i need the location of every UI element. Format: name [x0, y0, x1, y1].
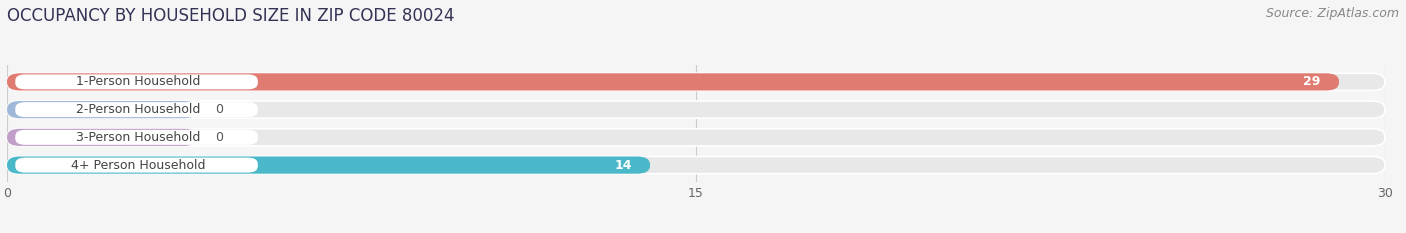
FancyBboxPatch shape — [7, 73, 1339, 90]
Text: 0: 0 — [215, 131, 224, 144]
Text: 4+ Person Household: 4+ Person Household — [70, 159, 205, 171]
FancyBboxPatch shape — [7, 129, 1385, 146]
FancyBboxPatch shape — [7, 101, 197, 118]
FancyBboxPatch shape — [7, 157, 1385, 174]
Text: 29: 29 — [1303, 75, 1320, 88]
Text: Source: ZipAtlas.com: Source: ZipAtlas.com — [1265, 7, 1399, 20]
FancyBboxPatch shape — [15, 158, 257, 173]
FancyBboxPatch shape — [15, 102, 257, 117]
Text: 1-Person Household: 1-Person Household — [76, 75, 200, 88]
Text: 0: 0 — [215, 103, 224, 116]
Text: 14: 14 — [614, 159, 631, 171]
Text: 2-Person Household: 2-Person Household — [76, 103, 200, 116]
FancyBboxPatch shape — [7, 101, 1385, 118]
FancyBboxPatch shape — [7, 157, 650, 174]
FancyBboxPatch shape — [15, 74, 257, 89]
Text: OCCUPANCY BY HOUSEHOLD SIZE IN ZIP CODE 80024: OCCUPANCY BY HOUSEHOLD SIZE IN ZIP CODE … — [7, 7, 454, 25]
Text: 3-Person Household: 3-Person Household — [76, 131, 200, 144]
FancyBboxPatch shape — [15, 130, 257, 145]
FancyBboxPatch shape — [7, 129, 197, 146]
FancyBboxPatch shape — [7, 73, 1385, 90]
